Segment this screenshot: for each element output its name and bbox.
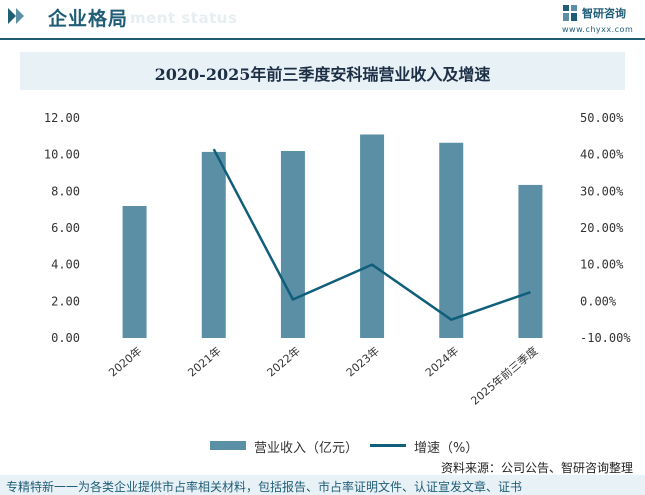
source-note: 资料来源：公司公告、智研咨询整理 — [440, 461, 633, 475]
x-category-label: 2025年前三季度 — [468, 344, 541, 408]
brand-url: www.chyxx.com — [562, 25, 634, 34]
growth-line — [212, 148, 531, 321]
y-right-tick-label: 0.00% — [580, 294, 617, 308]
legend: 营业收入（亿元） 增速（%） — [0, 437, 645, 456]
x-category-label: 2021年 — [185, 344, 224, 380]
y-right-tick-label: 40.00% — [580, 148, 624, 162]
x-category-label: 2022年 — [264, 344, 303, 380]
x-category-label: 2024年 — [422, 344, 461, 380]
chart-title-band: 2020-2025年前三季度安科瑞营业收入及增速 — [20, 52, 625, 90]
x-category-label: 2023年 — [343, 344, 382, 380]
brand-logo-icon — [563, 5, 577, 21]
y-right-tick-label: 30.00% — [580, 184, 624, 198]
revenue-bar — [280, 151, 305, 338]
footer-tagline: 专精特新一一为各类企业提供市占率相关材料，包括报告、市占率证明文件、认证宣发文章… — [6, 480, 523, 494]
brand-name: 智研咨询 — [582, 7, 626, 20]
revenue-bar — [360, 134, 385, 338]
chart-title: 2020-2025年前三季度安科瑞营业收入及增速 — [154, 65, 491, 84]
revenue-bar — [439, 142, 464, 338]
revenue-bar — [122, 206, 147, 338]
footer-bar: 专精特新一一为各类企业提供市占率相关材料，包括报告、市占率证明文件、认证宣发文章… — [0, 475, 645, 495]
y-right-tick-label: 50.00% — [580, 111, 624, 125]
legend-label-revenue: 营业收入（亿元） — [254, 441, 359, 456]
header: ment status 企业格局 智研咨询 www.chyxx.com — [0, 0, 645, 34]
y-left-tick-label: 0.00 — [51, 331, 80, 345]
header-ghost-text: ment status — [130, 9, 238, 27]
y-left-tick-label: 4.00 — [51, 258, 80, 272]
y-right-tick-label: 10.00% — [580, 258, 624, 272]
section-title: 企业格局 — [48, 8, 129, 30]
y-left-tick-label: 12.00 — [44, 111, 80, 125]
y-left-tick-label: 6.00 — [51, 221, 80, 235]
y-right-tick-label: -10.00% — [580, 331, 631, 345]
chevron-right-icon — [8, 8, 24, 24]
header-divider — [0, 38, 645, 40]
revenue-bar — [201, 151, 226, 338]
legend-swatch-line — [370, 444, 406, 447]
legend-label-growth: 增速（%） — [414, 441, 479, 456]
y-left-tick-label: 8.00 — [51, 184, 80, 198]
y-left-tick-label: 2.00 — [51, 294, 80, 308]
legend-swatch-bar — [210, 441, 246, 450]
y-right-tick-label: 20.00% — [580, 221, 624, 235]
x-category-label: 2020年 — [106, 344, 145, 380]
y-left-tick-label: 10.00 — [44, 148, 80, 162]
revenue-bar — [518, 184, 543, 338]
